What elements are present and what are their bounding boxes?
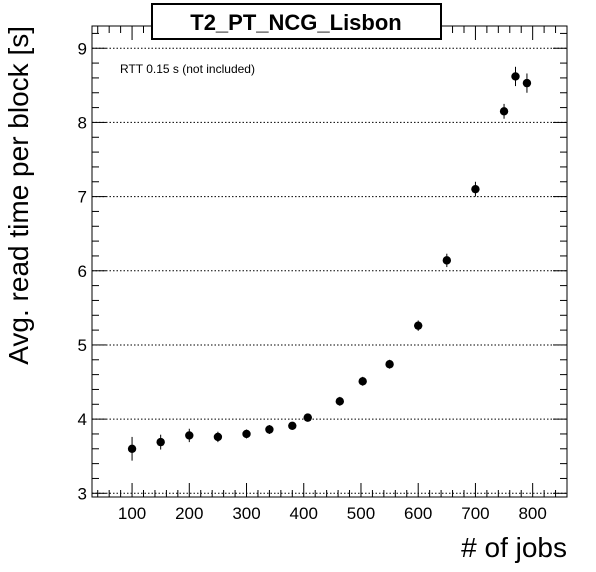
grid-lines <box>92 47 567 494</box>
data-point <box>522 73 532 93</box>
chart-title-box: T2_PT_NCG_Lisbon <box>151 3 442 40</box>
y-tick-label: 6 <box>78 262 87 281</box>
data-point <box>288 421 297 430</box>
x-tick-label: 300 <box>232 504 260 523</box>
point-marker <box>335 397 345 406</box>
data-point <box>499 103 509 119</box>
chart-title: T2_PT_NCG_Lisbon <box>190 10 401 35</box>
point-marker <box>288 421 297 430</box>
point-marker <box>499 107 509 116</box>
axis-ticks <box>92 26 568 497</box>
point-marker <box>265 425 274 434</box>
point-marker <box>213 432 223 442</box>
x-tick-label: 400 <box>290 504 318 523</box>
data-point <box>185 428 194 443</box>
y-tick-label: 3 <box>78 484 87 503</box>
x-tick-label: 100 <box>118 504 146 523</box>
x-axis-title: # of jobs <box>461 532 567 563</box>
point-marker <box>414 321 423 330</box>
point-marker <box>156 437 165 447</box>
point-marker <box>185 431 194 440</box>
data-point <box>442 253 452 268</box>
y-tick-label: 8 <box>78 113 87 132</box>
x-tick-label: 500 <box>347 504 375 523</box>
point-marker <box>511 72 520 81</box>
chart-annotation: RTT 0.15 s (not included) <box>120 62 255 76</box>
point-marker <box>358 377 367 386</box>
data-point <box>511 66 520 87</box>
data-points <box>127 66 532 461</box>
point-marker <box>442 256 452 265</box>
data-point <box>265 425 274 434</box>
y-tick-label: 9 <box>78 39 87 58</box>
data-point <box>471 181 480 197</box>
data-point <box>127 436 137 461</box>
data-point <box>242 429 251 439</box>
data-point <box>156 434 165 450</box>
plot-frame <box>91 25 568 498</box>
y-tick-label: 7 <box>78 188 87 207</box>
x-tick-label: 800 <box>518 504 546 523</box>
y-tick-label: 4 <box>78 410 87 429</box>
data-point <box>303 413 312 422</box>
data-point <box>385 359 394 369</box>
point-marker <box>303 413 312 422</box>
x-tick-label: 700 <box>461 504 489 523</box>
point-marker <box>385 360 394 369</box>
x-tick-label: 200 <box>175 504 203 523</box>
data-point <box>213 431 223 443</box>
data-point <box>358 376 367 386</box>
point-marker <box>471 184 480 194</box>
data-point <box>414 320 423 331</box>
tick-labels: 3 4 5 6 7 8 9 100 200 300 400 500 600 700 800 <box>78 39 547 523</box>
y-axis-title: Avg. read time per block [s] <box>3 26 34 365</box>
point-marker <box>522 78 532 88</box>
data-point <box>335 396 345 406</box>
y-tick-label: 5 <box>78 336 87 355</box>
point-marker <box>242 429 251 439</box>
x-tick-label: 600 <box>404 504 432 523</box>
point-marker <box>127 444 137 453</box>
